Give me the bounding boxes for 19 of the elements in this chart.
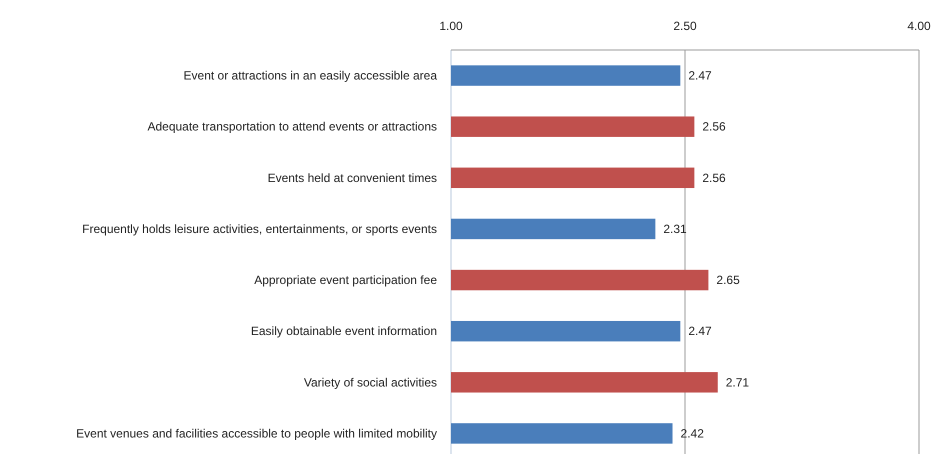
y-tick-label: Adequate transportation to attend events or attractions <box>147 120 437 134</box>
y-tick-label: Variety of social activities <box>304 375 437 390</box>
data-label: 2.65 <box>716 273 740 288</box>
data-label: 2.56 <box>702 120 726 134</box>
data-label: 2.56 <box>702 170 726 185</box>
data-label: 2.47 <box>688 68 712 83</box>
x-tick-label: 2.50 <box>673 19 697 33</box>
data-label: 2.31 <box>663 222 688 236</box>
data-label: 2.42 <box>680 426 704 440</box>
x-tick-label: 1.00 <box>439 19 463 33</box>
y-tick-label: Frequently holds leisure activities, entertainments, or sports events <box>82 222 437 236</box>
x-tick-label: 4.00 <box>907 19 931 33</box>
y-tick-label: Event venues and facilities accessible to people with limited mobility <box>76 426 437 440</box>
y-tick-label: Events held at convenient times <box>268 170 437 185</box>
y-tick-label: Easily obtainable event information <box>250 324 437 338</box>
data-label: 2.47 <box>688 324 712 338</box>
data-label: 2.71 <box>726 375 750 390</box>
y-tick-label: Appropriate event participation fee <box>254 273 438 288</box>
y-tick-label: Event or attractions in an easily accessible area <box>184 68 438 83</box>
